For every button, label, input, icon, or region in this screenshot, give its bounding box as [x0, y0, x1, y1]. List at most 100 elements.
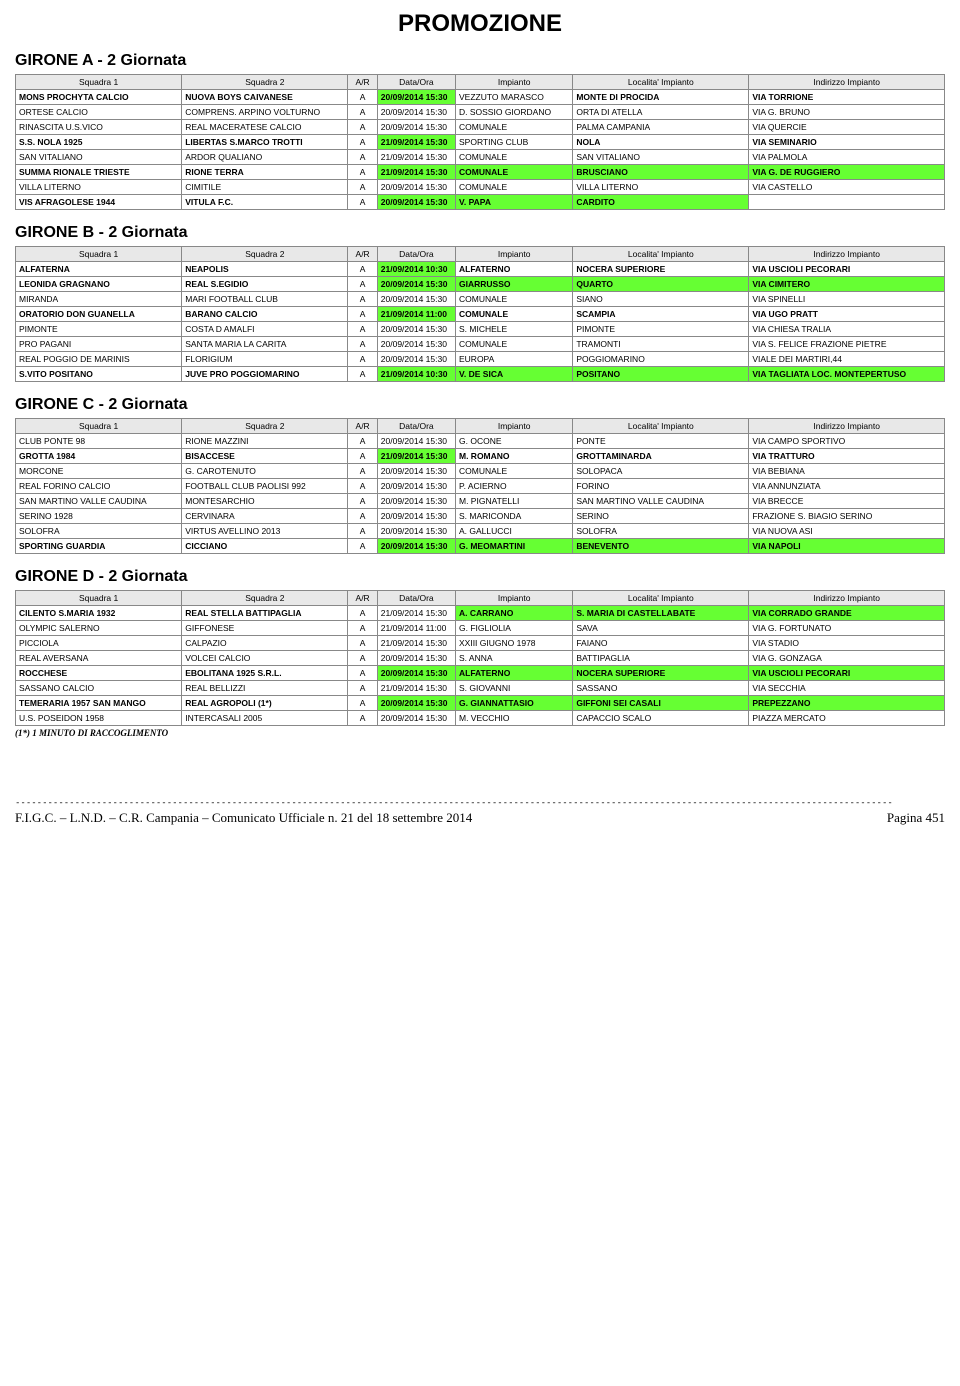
cell-dt: 20/09/2014 15:30: [377, 494, 455, 509]
cell-s1: MORCONE: [16, 464, 182, 479]
col-header-s2: Squadra 2: [182, 591, 348, 606]
cell-ind: FRAZIONE S. BIAGIO SERINO: [749, 509, 945, 524]
cell-loc: SCAMPIA: [573, 307, 749, 322]
cell-dt: 20/09/2014 15:30: [377, 539, 455, 554]
cell-imp: S. GIOVANNI: [456, 681, 573, 696]
col-header-ar: A/R: [348, 75, 377, 90]
cell-loc: FAIANO: [573, 636, 749, 651]
cell-ind: VIA TRATTURO: [749, 449, 945, 464]
cell-ar: A: [348, 479, 377, 494]
cell-ind: VIA G. GONZAGA: [749, 651, 945, 666]
cell-s2: EBOLITANA 1925 S.R.L.: [182, 666, 348, 681]
col-header-s1: Squadra 1: [16, 247, 182, 262]
cell-s2: INTERCASALI 2005: [182, 711, 348, 726]
cell-dt: 21/09/2014 15:30: [377, 135, 455, 150]
cell-dt: 20/09/2014 15:30: [377, 434, 455, 449]
cell-loc: SAN MARTINO VALLE CAUDINA: [573, 494, 749, 509]
col-header-s1: Squadra 1: [16, 75, 182, 90]
cell-imp: SPORTING CLUB: [456, 135, 573, 150]
cell-s1: SAN VITALIANO: [16, 150, 182, 165]
table-row: MORCONEG. CAROTENUTOA20/09/2014 15:30COM…: [16, 464, 945, 479]
cell-s1: REAL AVERSANA: [16, 651, 182, 666]
col-header-imp: Impianto: [456, 419, 573, 434]
cell-ar: A: [348, 322, 377, 337]
cell-s1: MIRANDA: [16, 292, 182, 307]
cell-s2: MONTESARCHIO: [182, 494, 348, 509]
table-row: MONS PROCHYTA CALCIONUOVA BOYS CAIVANESE…: [16, 90, 945, 105]
cell-imp: COMUNALE: [456, 307, 573, 322]
cell-imp: V. DE SICA: [456, 367, 573, 382]
cell-ind: VIA USCIOLI PECORARI: [749, 666, 945, 681]
cell-imp: COMUNALE: [456, 292, 573, 307]
cell-dt: 20/09/2014 15:30: [377, 337, 455, 352]
table-row: ORTESE CALCIOCOMPRENS. ARPINO VOLTURNOA2…: [16, 105, 945, 120]
cell-ind: PREPEZZANO: [749, 696, 945, 711]
cell-imp: D. SOSSIO GIORDANO: [456, 105, 573, 120]
cell-s2: REAL STELLA BATTIPAGLIA: [182, 606, 348, 621]
cell-dt: 20/09/2014 15:30: [377, 195, 455, 210]
cell-loc: SOLOPACA: [573, 464, 749, 479]
cell-s1: VIS AFRAGOLESE 1944: [16, 195, 182, 210]
table-row: VIS AFRAGOLESE 1944VITULA F.C.A20/09/201…: [16, 195, 945, 210]
cell-dt: 21/09/2014 15:30: [377, 681, 455, 696]
table-row: SUMMA RIONALE TRIESTERIONE TERRAA21/09/2…: [16, 165, 945, 180]
cell-ind: VIA NAPOLI: [749, 539, 945, 554]
cell-loc: QUARTO: [573, 277, 749, 292]
cell-s2: VOLCEI CALCIO: [182, 651, 348, 666]
cell-s2: CICCIANO: [182, 539, 348, 554]
cell-ar: A: [348, 165, 377, 180]
cell-ind: [749, 195, 945, 210]
cell-loc: CARDITO: [573, 195, 749, 210]
cell-imp: A. CARRANO: [456, 606, 573, 621]
cell-ar: A: [348, 337, 377, 352]
cell-imp: COMUNALE: [456, 180, 573, 195]
col-header-loc: Localita' Impianto: [573, 247, 749, 262]
cell-dt: 20/09/2014 15:30: [377, 696, 455, 711]
cell-loc: FORINO: [573, 479, 749, 494]
sections-container: GIRONE A - 2 GiornataSquadra 1Squadra 2A…: [15, 52, 945, 738]
table-row: OLYMPIC SALERNOGIFFONESEA21/09/2014 11:0…: [16, 621, 945, 636]
table-row: RINASCITA U.S.VICOREAL MACERATESE CALCIO…: [16, 120, 945, 135]
fixtures-table: Squadra 1Squadra 2A/RData/OraImpiantoLoc…: [15, 246, 945, 382]
cell-ar: A: [348, 150, 377, 165]
cell-s2: VITULA F.C.: [182, 195, 348, 210]
cell-ind: VIA BEBIANA: [749, 464, 945, 479]
cell-ind: VIA UGO PRATT: [749, 307, 945, 322]
cell-imp: M. VECCHIO: [456, 711, 573, 726]
cell-s2: FLORIGIUM: [182, 352, 348, 367]
footer-separator: ----------------------------------------…: [15, 798, 945, 808]
cell-imp: GIARRUSSO: [456, 277, 573, 292]
cell-loc: GIFFONI SEI CASALI: [573, 696, 749, 711]
cell-dt: 20/09/2014 15:30: [377, 352, 455, 367]
table-row: LEONIDA GRAGNANOREAL S.EGIDIOA20/09/2014…: [16, 277, 945, 292]
cell-dt: 20/09/2014 15:30: [377, 509, 455, 524]
col-header-dt: Data/Ora: [377, 247, 455, 262]
cell-imp: VEZZUTO MARASCO: [456, 90, 573, 105]
cell-imp: P. ACIERNO: [456, 479, 573, 494]
cell-s1: CILENTO S.MARIA 1932: [16, 606, 182, 621]
footer-right: Pagina 451: [887, 810, 945, 826]
cell-loc: PONTE: [573, 434, 749, 449]
cell-loc: PALMA CAMPANIA: [573, 120, 749, 135]
cell-ar: A: [348, 524, 377, 539]
col-header-ind: Indirizzo Impianto: [749, 591, 945, 606]
cell-ar: A: [348, 180, 377, 195]
col-header-s2: Squadra 2: [182, 247, 348, 262]
cell-imp: XXIII GIUGNO 1978: [456, 636, 573, 651]
table-row: S.VITO POSITANOJUVE PRO POGGIOMARINOA21/…: [16, 367, 945, 382]
col-header-imp: Impianto: [456, 591, 573, 606]
cell-s2: COSTA D AMALFI: [182, 322, 348, 337]
cell-ind: VIA CAMPO SPORTIVO: [749, 434, 945, 449]
cell-ind: VIA TAGLIATA LOC. MONTEPERTUSO: [749, 367, 945, 382]
cell-ind: VIA CORRADO GRANDE: [749, 606, 945, 621]
table-row: PIMONTECOSTA D AMALFIA20/09/2014 15:30S.…: [16, 322, 945, 337]
cell-s1: CLUB PONTE 98: [16, 434, 182, 449]
table-row: ROCCHESEEBOLITANA 1925 S.R.L.A20/09/2014…: [16, 666, 945, 681]
cell-imp: COMUNALE: [456, 120, 573, 135]
cell-dt: 21/09/2014 10:30: [377, 367, 455, 382]
table-row: SOLOFRAVIRTUS AVELLINO 2013A20/09/2014 1…: [16, 524, 945, 539]
table-row: TEMERARIA 1957 SAN MANGOREAL AGROPOLI (1…: [16, 696, 945, 711]
cell-ar: A: [348, 292, 377, 307]
cell-ar: A: [348, 120, 377, 135]
cell-ind: VIA CHIESA TRALIA: [749, 322, 945, 337]
